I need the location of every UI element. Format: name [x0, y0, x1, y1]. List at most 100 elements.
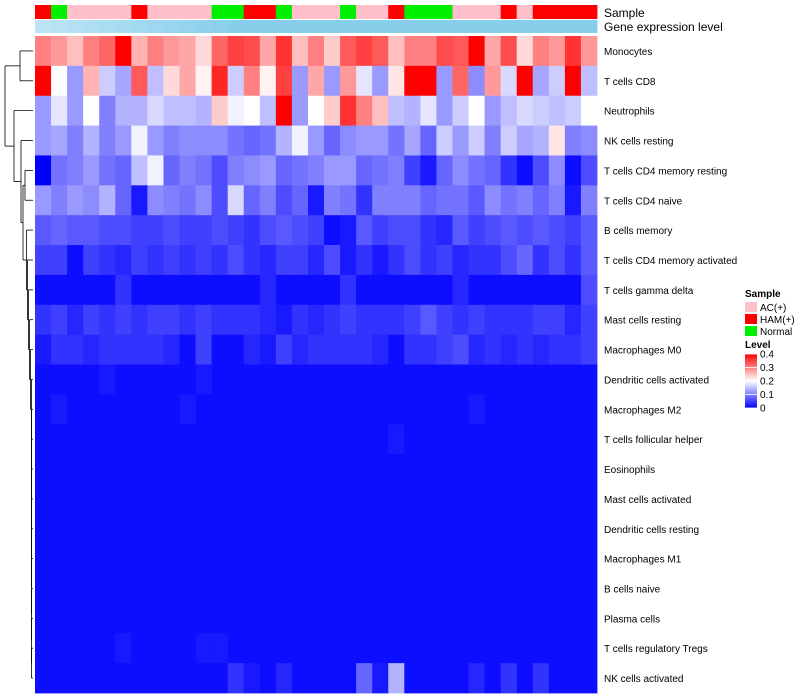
heatmap-cell	[468, 215, 485, 246]
heatmap-cell	[500, 304, 518, 336]
heatmap-cell	[51, 364, 68, 395]
gene-annotation-cell	[147, 20, 164, 33]
heatmap-cell	[131, 215, 148, 246]
heatmap-cell	[404, 513, 421, 545]
heatmap-cell	[372, 65, 389, 97]
heatmap-cell	[275, 454, 293, 485]
heatmap-cell	[67, 633, 84, 664]
heatmap-cell	[163, 454, 180, 485]
heatmap-cell	[211, 394, 229, 425]
heatmap-cell	[115, 245, 132, 276]
heatmap-cell	[372, 245, 389, 276]
sample-legend-label: AC(+)	[760, 303, 786, 314]
heatmap-cell	[115, 95, 132, 126]
heatmap-cell	[356, 454, 373, 485]
heatmap-cell	[243, 424, 261, 455]
heatmap-cell	[564, 633, 582, 664]
heatmap-cell	[67, 95, 84, 126]
heatmap-cell	[147, 334, 164, 365]
heatmap-cell	[516, 215, 534, 246]
heatmap-cell	[179, 543, 196, 574]
heatmap-cell	[340, 304, 357, 336]
heatmap-cell	[420, 424, 437, 455]
heatmap-cell	[307, 334, 325, 365]
heatmap-cell	[259, 663, 277, 694]
heatmap-cell	[195, 36, 213, 67]
heatmap-cell	[147, 603, 164, 634]
heatmap-cell	[484, 513, 502, 545]
heatmap-cell	[99, 304, 116, 336]
heatmap-cell	[388, 364, 405, 395]
heatmap-cell	[83, 483, 100, 515]
sample-annotation-cell	[83, 5, 100, 19]
heatmap-cell	[243, 543, 261, 574]
heatmap-cell	[372, 663, 389, 694]
heatmap-cell	[372, 125, 389, 156]
heatmap-cell	[195, 483, 213, 515]
row-label: Macrophages M2	[604, 405, 682, 416]
heatmap-cell	[324, 65, 341, 97]
heatmap-cell	[35, 573, 52, 604]
heatmap-cell	[452, 573, 469, 604]
heatmap-cell	[115, 513, 132, 545]
heatmap-cell	[564, 36, 582, 67]
heatmap-cell	[452, 155, 469, 186]
row-label: B cells naive	[604, 585, 661, 596]
heatmap-cell	[307, 513, 325, 545]
heatmap-cell	[404, 573, 421, 604]
gene-annotation-cell	[468, 20, 485, 33]
heatmap-cell	[227, 513, 245, 545]
heatmap-cell	[548, 65, 566, 97]
heatmap-cell	[147, 125, 164, 156]
heatmap-cell	[195, 95, 213, 126]
heatmap-cell	[436, 394, 453, 425]
heatmap-cell	[291, 245, 309, 276]
heatmap-cell	[163, 633, 180, 664]
gene-annotation-cell	[67, 20, 84, 33]
heatmap-cell	[291, 334, 309, 365]
heatmap-cell	[516, 95, 534, 126]
heatmap-cell	[532, 633, 550, 664]
heatmap-cell	[500, 185, 518, 216]
heatmap-cell	[275, 603, 293, 634]
heatmap-cell	[35, 633, 52, 664]
heatmap-cell	[548, 125, 566, 156]
heatmap-cell	[227, 483, 245, 515]
sample-legend-swatch	[745, 326, 757, 336]
heatmap-cell	[484, 245, 502, 276]
heatmap-cell	[131, 394, 148, 425]
heatmap-cell	[291, 36, 309, 67]
heatmap-cell	[468, 424, 485, 455]
heatmap-cell	[468, 36, 485, 67]
heatmap-cell	[227, 454, 245, 485]
heatmap-cell	[436, 543, 453, 574]
heatmap-cell	[340, 424, 357, 455]
heatmap-cell	[115, 65, 132, 97]
row-label: T cells regulatory Tregs	[604, 644, 708, 655]
heatmap-cell	[420, 155, 437, 186]
heatmap-cell	[404, 364, 421, 395]
heatmap-cell	[211, 603, 229, 634]
heatmap-cell	[275, 125, 293, 156]
heatmap-cell	[275, 36, 293, 67]
heatmap-cell	[484, 603, 502, 634]
heatmap-cell	[259, 125, 277, 156]
heatmap-cell	[291, 185, 309, 216]
heatmap-cell	[163, 603, 180, 634]
heatmap-cell	[484, 663, 502, 694]
heatmap-cell	[115, 155, 132, 186]
heatmap-cell	[436, 95, 453, 126]
gene-annotation-cell	[564, 20, 582, 33]
heatmap-cell	[340, 334, 357, 365]
heatmap-cell	[420, 65, 437, 97]
heatmap-cell	[452, 304, 469, 336]
heatmap-cell	[307, 573, 325, 604]
heatmap-cell	[468, 95, 485, 126]
heatmap-cell	[243, 215, 261, 246]
heatmap-cell	[51, 334, 68, 365]
heatmap-cell	[564, 364, 582, 395]
heatmap-cell	[452, 274, 469, 306]
heatmap-cell	[259, 633, 277, 664]
heatmap-cell	[51, 245, 68, 276]
heatmap-cell	[115, 394, 132, 425]
